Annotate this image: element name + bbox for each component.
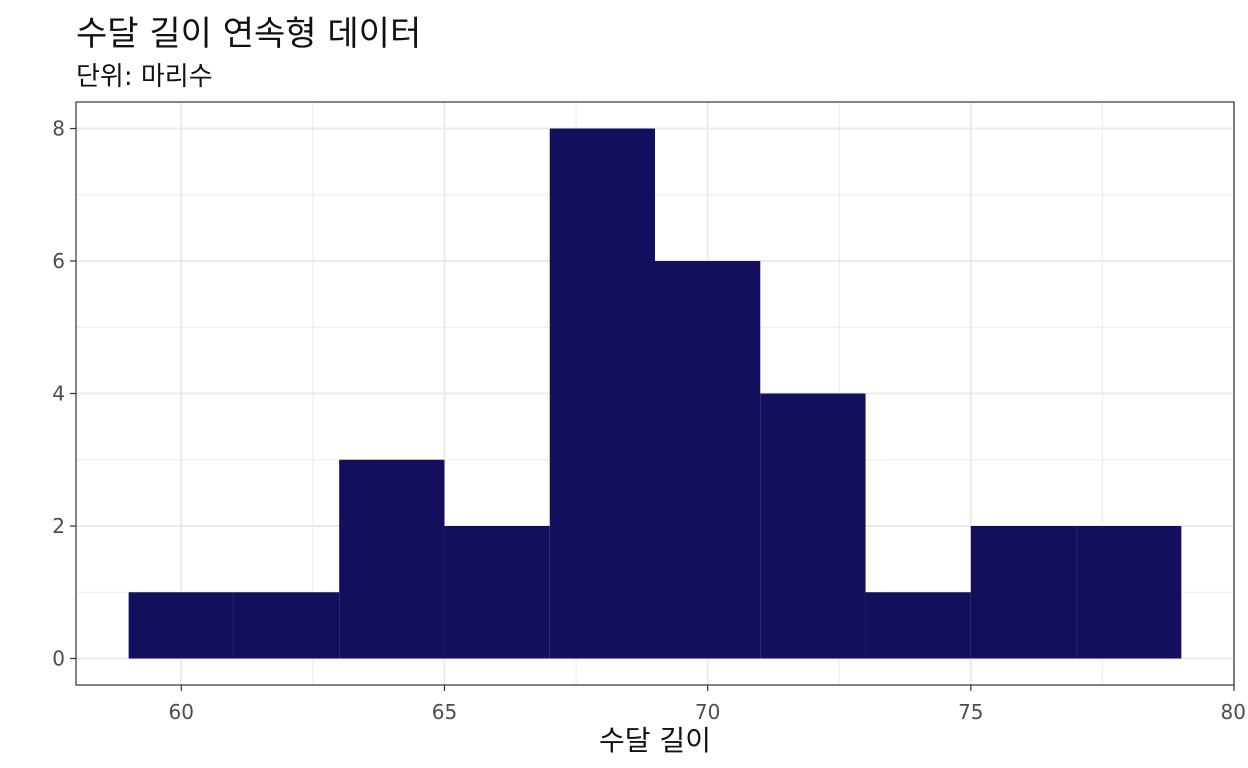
chart-title: 수달 길이 연속형 데이터 <box>76 14 422 54</box>
y-tick-label: 2 <box>52 514 65 538</box>
x-tick-label: 60 <box>169 700 194 724</box>
histogram-bar <box>655 261 761 659</box>
x-axis-title: 수달 길이 <box>599 724 711 757</box>
x-tick-label: 80 <box>1221 700 1246 724</box>
histogram-bar <box>760 393 866 659</box>
histogram-bars <box>128 128 1182 659</box>
histogram-bar <box>549 128 655 659</box>
histogram-bar <box>970 526 1077 659</box>
y-tick-label: 4 <box>52 382 65 406</box>
histogram-bar <box>233 592 340 659</box>
histogram-bar <box>444 526 550 659</box>
x-tick-label: 70 <box>695 700 720 724</box>
x-axis-ticks: 60 65 70 75 80 <box>169 685 1246 724</box>
histogram-bar <box>865 592 971 659</box>
y-tick-label: 0 <box>52 647 65 671</box>
y-tick-label: 8 <box>52 117 65 141</box>
x-tick-label: 65 <box>432 700 457 724</box>
x-tick-label: 75 <box>958 700 983 724</box>
y-tick-label: 6 <box>52 249 65 273</box>
histogram-bar <box>339 459 445 659</box>
histogram-bar <box>128 592 234 659</box>
histogram-bar <box>1076 526 1182 659</box>
y-axis-ticks: 0 2 4 6 8 <box>52 117 76 671</box>
chart-subtitle: 단위: 마리수 <box>76 62 213 92</box>
